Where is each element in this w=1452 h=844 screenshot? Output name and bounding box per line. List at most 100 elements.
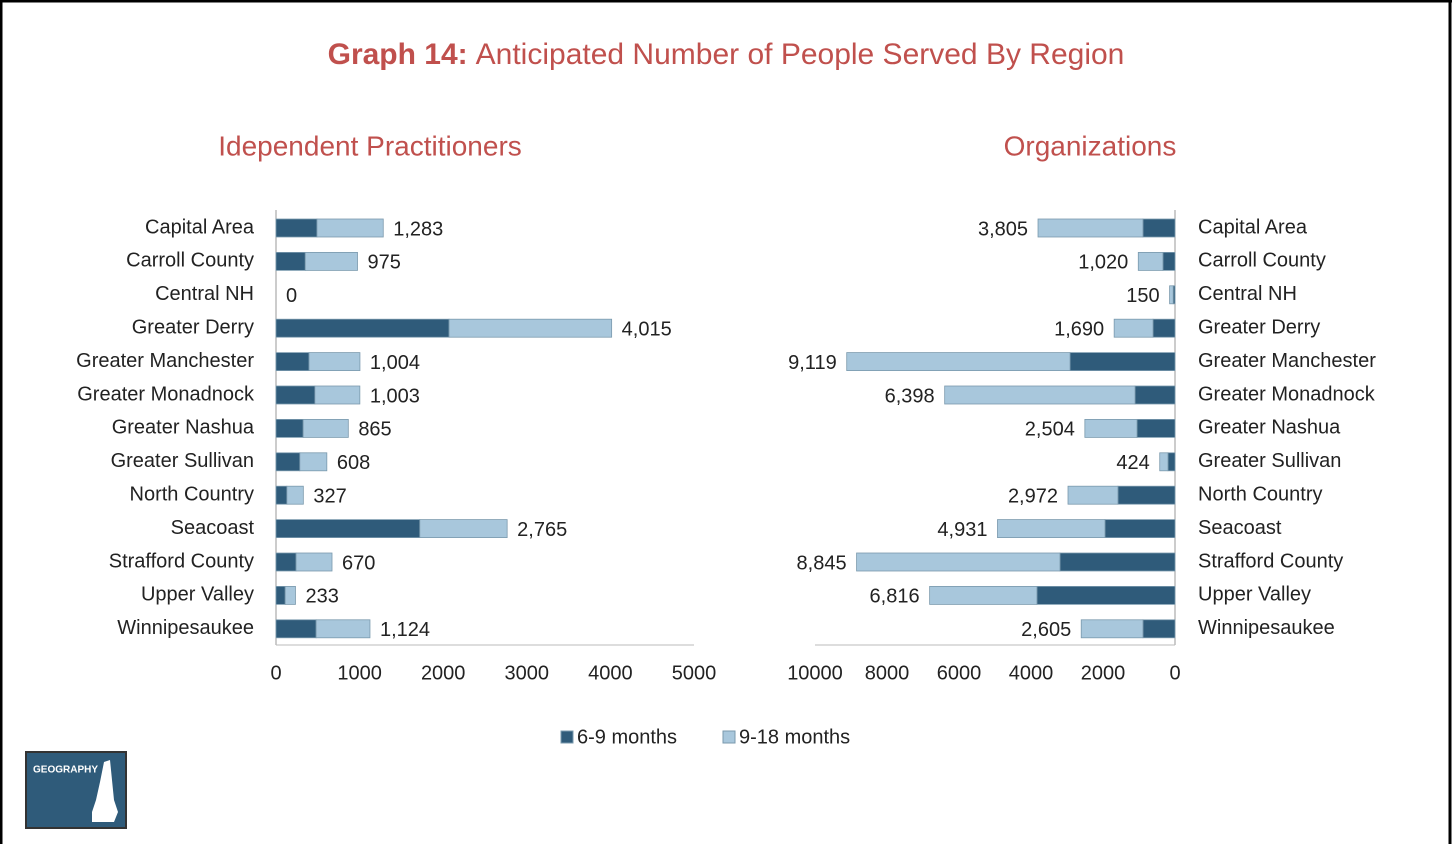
total-label: 2,605 [1021, 619, 1071, 641]
total-label: 4,931 [937, 519, 987, 541]
bar-segment [944, 385, 1136, 405]
total-label: 2,765 [517, 519, 567, 541]
x-tick-label: 10000 [787, 662, 843, 684]
legend-label: 6-9 months [577, 726, 677, 748]
total-label: 1,283 [393, 218, 443, 240]
bar-segment [1069, 352, 1176, 372]
total-label: 608 [337, 452, 370, 474]
bar-segment [314, 385, 361, 405]
badge: GEOGRAPHY [25, 751, 127, 829]
bar-segment [1084, 418, 1138, 438]
total-label: 1,004 [370, 352, 420, 374]
total-label: 150 [1126, 285, 1159, 307]
total-label: 424 [1116, 452, 1149, 474]
category-label: Central NH [155, 283, 254, 305]
badge-text: GEOGRAPHY [33, 765, 98, 776]
bar-segment [997, 519, 1106, 538]
total-label: 1,690 [1054, 318, 1104, 340]
bar-segment [1162, 251, 1176, 271]
total-label: 1,124 [380, 619, 430, 641]
category-label: Strafford County [109, 550, 254, 572]
x-tick-label: 3000 [505, 662, 550, 684]
category-label: Greater Monadnock [1198, 383, 1376, 405]
x-tick-label: 4000 [1009, 662, 1054, 684]
chart-subtitle: Organizations [1004, 130, 1177, 161]
bar-segment [1036, 586, 1176, 605]
bar-segment [1142, 619, 1176, 639]
chart-subtitle: Idependent Practitioners [218, 130, 522, 161]
bar-segment [308, 352, 361, 372]
bar-segment [302, 418, 349, 438]
bar-segment [1104, 519, 1176, 538]
x-tick-label: 2000 [1081, 662, 1126, 684]
bar-segment [1167, 452, 1176, 472]
bar-segment [1169, 285, 1174, 305]
bar-segment [419, 519, 508, 538]
x-tick-label: 2000 [421, 662, 466, 684]
x-tick-label: 4000 [588, 662, 633, 684]
category-label: Upper Valley [141, 584, 254, 606]
x-tick-label: 8000 [865, 662, 910, 684]
bar-segment [1117, 485, 1176, 505]
bar-segment [275, 619, 317, 639]
x-tick-label: 5000 [672, 662, 717, 684]
category-label: Greater Nashua [112, 417, 255, 439]
bar-segment [1136, 418, 1176, 438]
category-label: Capital Area [1198, 216, 1308, 238]
category-label: North Country [1198, 483, 1323, 505]
bar-segment [856, 552, 1061, 572]
bar-segment [275, 586, 286, 605]
category-label: Capital Area [145, 216, 255, 238]
total-label: 4,015 [622, 318, 672, 340]
total-label: 2,972 [1008, 485, 1058, 507]
nh-shape [92, 760, 118, 822]
bar-segment [929, 586, 1038, 605]
bar-segment [316, 218, 384, 238]
x-tick-label: 6000 [937, 662, 982, 684]
category-label: Central NH [1198, 283, 1297, 305]
legend-label: 9-18 months [739, 726, 850, 748]
category-label: Carroll County [1198, 250, 1326, 272]
category-label: Greater Derry [1198, 316, 1320, 338]
bar-segment [275, 352, 310, 372]
x-tick-label: 0 [270, 662, 281, 684]
x-tick-label: 0 [1169, 662, 1180, 684]
legend-swatch [560, 730, 574, 744]
bar-segment [1142, 218, 1176, 238]
total-label: 0 [286, 285, 297, 307]
title-lead: Graph 14: [328, 38, 468, 71]
bar-segment [448, 318, 613, 338]
category-label: Greater Manchester [1198, 350, 1376, 372]
bar-segment [1067, 485, 1119, 505]
title-text: Anticipated Number of People Served By R… [476, 38, 1125, 71]
bar-segment [1059, 552, 1176, 572]
bar-segment [275, 519, 421, 538]
bar-segment [1037, 218, 1144, 238]
total-label: 2,504 [1025, 419, 1075, 441]
bar-segment [284, 586, 296, 605]
category-label: Strafford County [1198, 550, 1343, 572]
bar-segment [275, 485, 288, 505]
bar-segment [299, 452, 328, 472]
bar-segment [1159, 452, 1169, 472]
category-label: Greater Sullivan [111, 450, 254, 472]
category-label: Seacoast [1198, 517, 1282, 539]
category-label: Upper Valley [1198, 584, 1311, 606]
bar-segment [1080, 619, 1144, 639]
total-label: 6,816 [870, 586, 920, 608]
bar-segment [275, 452, 301, 472]
total-label: 1,020 [1078, 252, 1128, 274]
category-label: North Country [130, 483, 255, 505]
bar-segment [304, 251, 358, 271]
bar-segment [1152, 318, 1176, 338]
category-label: Greater Monadnock [77, 383, 255, 405]
legend-swatch [722, 730, 736, 744]
total-label: 6,398 [885, 385, 935, 407]
total-label: 1,003 [370, 385, 420, 407]
bar-segment [275, 552, 297, 572]
total-label: 327 [313, 485, 346, 507]
bar-segment [275, 218, 318, 238]
bar-segment [1134, 385, 1176, 405]
bar-segment [275, 418, 304, 438]
